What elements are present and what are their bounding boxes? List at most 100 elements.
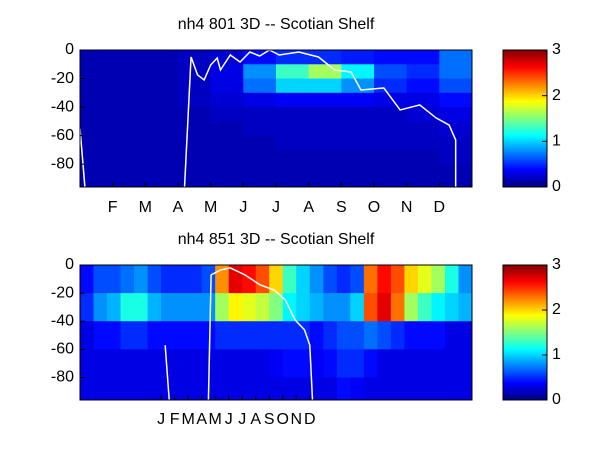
heatmap-cell	[215, 377, 230, 401]
heatmap-cell	[444, 321, 459, 350]
heatmap-cell	[374, 64, 408, 79]
heatmap-cell	[269, 377, 284, 401]
heatmap-cell	[120, 265, 135, 294]
heatmap-cell	[390, 265, 405, 294]
heatmap-cell	[178, 149, 212, 165]
heatmap-cell	[112, 178, 146, 188]
x-tick-label: J	[239, 199, 247, 216]
colorbar-tick-label: 3	[552, 256, 561, 273]
heatmap-cell	[404, 321, 419, 350]
heatmap-cell	[188, 321, 203, 350]
colorbar-tick-label: 0	[552, 391, 561, 408]
y-tick-label: 0	[65, 256, 74, 273]
heatmap-cell	[406, 164, 440, 179]
heatmap-cell	[210, 107, 244, 122]
heatmap-cell	[390, 377, 405, 401]
heatmap-cell	[439, 50, 473, 65]
heatmap-cell	[112, 149, 146, 165]
x-tick-label: S	[336, 199, 347, 216]
heatmap-cell	[276, 121, 310, 137]
heatmap-cell	[80, 293, 94, 322]
heatmap-cell	[242, 321, 257, 350]
heatmap-cell	[174, 349, 189, 378]
colorbar-tick-label: 2	[552, 301, 561, 318]
heatmap-cell	[243, 50, 277, 65]
heatmap-cell	[308, 107, 342, 122]
heatmap-cell	[276, 164, 310, 179]
heatmap-cell	[336, 293, 351, 322]
heatmap-cell	[417, 321, 432, 350]
heatmap-cell	[404, 377, 419, 401]
heatmap-cell	[439, 78, 473, 94]
heatmap-cell	[215, 321, 230, 350]
heatmap-cell	[145, 178, 179, 188]
heatmap-cell	[341, 64, 375, 79]
heatmap-cell	[112, 121, 146, 137]
colorbar	[502, 49, 548, 188]
heatmap-cell	[350, 293, 365, 322]
heatmap-cell	[296, 377, 311, 401]
heatmap-cell	[243, 64, 277, 79]
y-tick-label: -80	[51, 155, 74, 172]
heatmap-cell	[341, 164, 375, 179]
heatmap-cell	[201, 293, 216, 322]
heatmap-cell	[390, 293, 405, 322]
heatmap-cell	[178, 135, 212, 151]
heatmap-cell	[341, 135, 375, 151]
heatmap-cell	[178, 107, 212, 122]
heatmap-cell	[276, 178, 310, 188]
heatmap-cell	[296, 321, 311, 350]
heatmap-cell	[188, 293, 203, 322]
heatmap-cell	[80, 321, 94, 350]
colorbar-tick-label: 2	[552, 87, 561, 104]
heatmap-cell	[374, 92, 408, 108]
heatmap-cell	[417, 349, 432, 378]
heatmap-cell	[215, 293, 230, 322]
heatmap-cell	[174, 321, 189, 350]
heatmap-cell	[444, 377, 459, 401]
heatmap-cell	[80, 164, 114, 179]
heatmap-cell	[80, 377, 94, 401]
heatmap-cell	[93, 293, 108, 322]
heatmap-cell	[276, 92, 310, 108]
x-tick-label: J	[157, 411, 165, 428]
heatmap-cell	[120, 349, 135, 378]
contour-line	[183, 49, 457, 188]
heatmap-cell	[458, 349, 473, 378]
heatmap-cell	[350, 377, 365, 401]
heatmap-cell	[107, 349, 121, 378]
heatmap-cell	[390, 349, 405, 378]
heatmap-cell	[242, 265, 257, 294]
heatmap-cell	[269, 349, 284, 378]
heatmap-cell	[178, 121, 212, 137]
heatmap-cell	[107, 321, 121, 350]
heatmap-cell	[210, 135, 244, 151]
heatmap-cell	[282, 349, 297, 378]
heatmap-cell	[308, 92, 342, 108]
heatmap-cell	[308, 121, 342, 137]
heatmap-cell	[323, 265, 338, 294]
colorbar-tick-label: 0	[552, 178, 561, 195]
x-tick-label: M	[139, 199, 152, 216]
heatmap-cell	[431, 265, 446, 294]
heatmap-cell	[350, 265, 365, 294]
heatmap-cell	[417, 293, 432, 322]
heatmap-cell	[80, 149, 114, 165]
heatmap-cell	[341, 107, 375, 122]
heatmap-cell	[308, 149, 342, 165]
chart-title: nh4 851 3D -- Scotian Shelf	[178, 231, 375, 248]
heatmap-cell	[404, 349, 419, 378]
x-tick-label: J	[272, 199, 280, 216]
x-tick-label: M	[204, 199, 217, 216]
heatmap-cell	[145, 135, 179, 151]
heatmap-cell	[276, 78, 310, 94]
heatmap-cell	[178, 92, 212, 108]
heatmap-cell	[374, 149, 408, 165]
heatmap-cell	[309, 377, 324, 401]
heatmap-cell	[210, 92, 244, 108]
heatmap-cell	[350, 321, 365, 350]
heatmap-cell	[341, 149, 375, 165]
heatmap-cell	[147, 349, 162, 378]
heatmap-cell	[377, 321, 392, 350]
